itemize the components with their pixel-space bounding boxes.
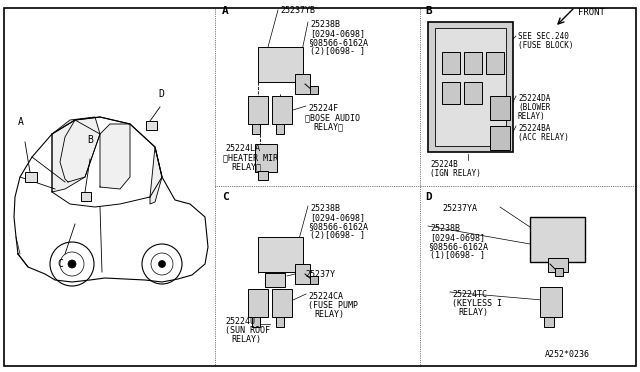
Bar	[490, 96, 510, 120]
Bar	[248, 289, 268, 317]
Bar	[464, 52, 482, 74]
Text: RELAY〉: RELAY〉	[231, 162, 261, 171]
Text: 25237Y: 25237Y	[305, 270, 335, 279]
Text: (BLOWER: (BLOWER	[518, 103, 550, 112]
Bar	[146, 121, 157, 130]
Text: [0294-0698]: [0294-0698]	[310, 29, 365, 38]
Text: §08566-6162A: §08566-6162A	[428, 242, 488, 251]
Text: D: D	[158, 89, 164, 99]
Polygon shape	[52, 117, 100, 192]
Text: RELAY〉: RELAY〉	[313, 122, 343, 131]
Text: (IGN RELAY): (IGN RELAY)	[430, 169, 481, 178]
Text: 〈BOSE AUDIO: 〈BOSE AUDIO	[305, 113, 360, 122]
Text: (FUSE BLOCK): (FUSE BLOCK)	[518, 41, 573, 50]
Bar	[276, 124, 284, 134]
Bar	[295, 264, 310, 284]
Bar	[272, 289, 292, 317]
Text: 〈HEATER MIR: 〈HEATER MIR	[223, 153, 278, 162]
Bar	[310, 276, 318, 284]
Text: 25224F: 25224F	[308, 104, 338, 113]
Bar	[255, 144, 277, 172]
Bar	[276, 317, 284, 327]
Bar	[265, 273, 285, 287]
Text: 25224TC: 25224TC	[452, 290, 487, 299]
Bar	[530, 217, 585, 262]
Bar	[464, 82, 482, 104]
Text: (ACC RELAY): (ACC RELAY)	[518, 133, 569, 142]
Text: RELAY): RELAY)	[314, 310, 344, 319]
Bar	[428, 22, 513, 152]
Text: (FUSE PUMP: (FUSE PUMP	[308, 301, 358, 310]
Text: A252*0236: A252*0236	[545, 350, 590, 359]
Bar	[555, 268, 563, 276]
Bar	[490, 126, 510, 150]
Bar	[25, 172, 37, 182]
Text: (SUN ROOF: (SUN ROOF	[225, 326, 270, 335]
Text: (2)[0698- ]: (2)[0698- ]	[310, 231, 365, 240]
Bar	[544, 317, 554, 327]
Text: RELAY): RELAY)	[518, 112, 546, 121]
Text: §08566-6162A: §08566-6162A	[308, 222, 368, 231]
Text: [0294-0698]: [0294-0698]	[430, 233, 485, 242]
Text: 25237YB: 25237YB	[280, 6, 315, 15]
Text: 25224DA: 25224DA	[518, 94, 550, 103]
Polygon shape	[150, 147, 162, 204]
Text: 25238B: 25238B	[310, 204, 340, 213]
Text: 25237YA: 25237YA	[442, 204, 477, 213]
Text: RELAY): RELAY)	[458, 308, 488, 317]
Text: §08566-6162A: §08566-6162A	[308, 38, 368, 47]
Bar	[310, 86, 318, 94]
Text: B: B	[425, 6, 432, 16]
Text: 25224CA: 25224CA	[308, 292, 343, 301]
Text: RELAY): RELAY)	[231, 335, 261, 344]
Text: FRONT: FRONT	[578, 8, 605, 17]
Text: 25238B: 25238B	[310, 20, 340, 29]
Text: [0294-0698]: [0294-0698]	[310, 213, 365, 222]
Bar	[248, 96, 268, 124]
Text: C: C	[222, 192, 228, 202]
Bar	[258, 171, 268, 180]
Bar	[272, 96, 292, 124]
Bar	[258, 47, 303, 82]
Text: (2)[0698- ]: (2)[0698- ]	[310, 47, 365, 56]
Bar	[252, 124, 260, 134]
Text: SEE SEC.240: SEE SEC.240	[518, 32, 569, 41]
Text: 25224U: 25224U	[225, 317, 255, 326]
Bar	[442, 82, 460, 104]
Text: 25238B: 25238B	[430, 224, 460, 233]
Text: (KEYLESS I: (KEYLESS I	[452, 299, 502, 308]
Bar	[295, 74, 310, 94]
Text: (1)[0698- ]: (1)[0698- ]	[430, 251, 485, 260]
Text: B: B	[87, 135, 93, 145]
Bar	[258, 237, 303, 272]
Bar	[435, 28, 506, 146]
Text: 25224LA: 25224LA	[225, 144, 260, 153]
Bar	[252, 317, 260, 327]
Text: D: D	[425, 192, 432, 202]
Polygon shape	[60, 120, 100, 182]
Bar	[442, 52, 460, 74]
Bar	[540, 287, 562, 317]
Text: C: C	[57, 259, 63, 269]
Polygon shape	[100, 124, 130, 189]
Bar	[81, 192, 91, 201]
Text: 25224BA: 25224BA	[518, 124, 550, 133]
Circle shape	[68, 260, 76, 268]
Text: 25224B: 25224B	[430, 160, 458, 169]
Bar	[486, 52, 504, 74]
Bar	[548, 258, 568, 272]
Text: A: A	[222, 6, 228, 16]
Circle shape	[159, 260, 166, 267]
Text: A: A	[18, 117, 24, 127]
